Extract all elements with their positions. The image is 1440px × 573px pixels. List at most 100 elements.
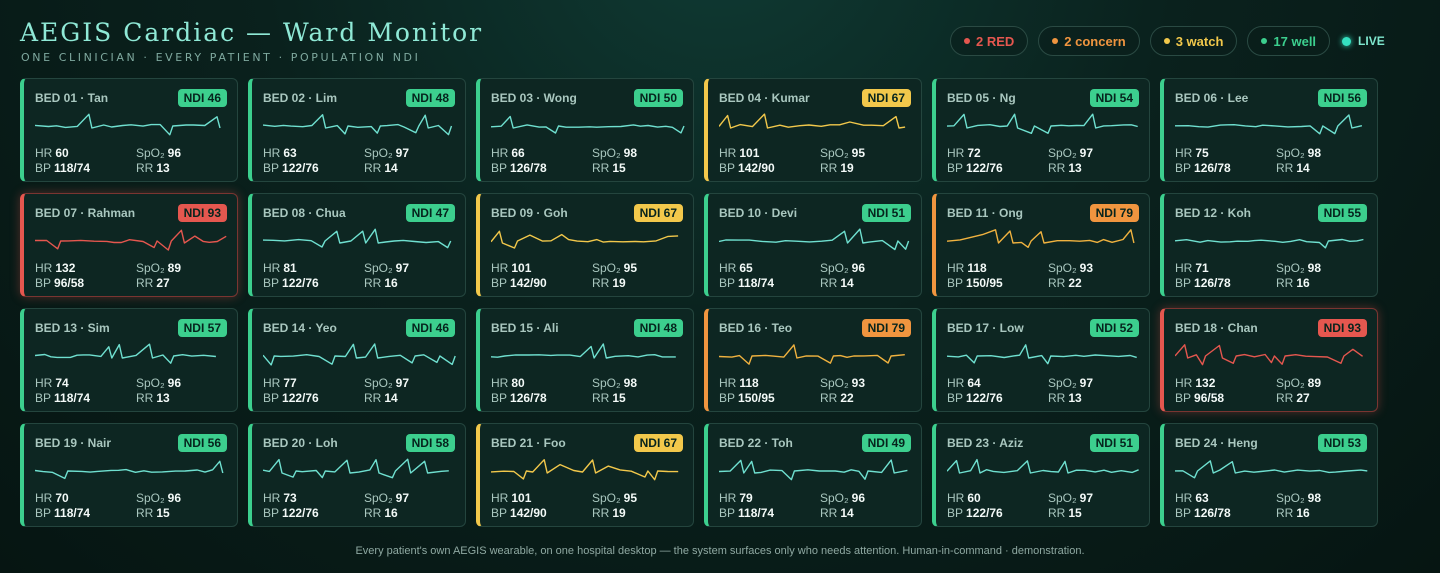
bed-card[interactable]: BED 17 · Low NDI 52 HR 64 SpO₂ 97 BP 122/76… bbox=[932, 308, 1150, 412]
rr-value: 14 bbox=[840, 276, 854, 290]
ndi-badge: NDI 49 bbox=[861, 434, 911, 452]
rr-value: 27 bbox=[1296, 391, 1310, 405]
ecg-trace bbox=[35, 113, 221, 136]
ndi-badge: NDI 54 bbox=[1089, 89, 1139, 107]
bed-card-header: BED 09 · Goh NDI 67 bbox=[491, 204, 683, 222]
hr-vital: HR 118 bbox=[947, 261, 987, 275]
bed-card[interactable]: BED 03 · Wong NDI 50 HR 66 SpO₂ 98 BP 126/7… bbox=[476, 78, 694, 182]
bed-card[interactable]: BED 14 · Yeo NDI 46 HR 77 SpO₂ 97 BP 122/76… bbox=[248, 308, 466, 412]
hr-vital: HR 64 bbox=[947, 376, 981, 390]
bp-vital: BP 118/74 bbox=[35, 391, 91, 405]
bed-card-header: BED 11 · Ong NDI 79 bbox=[947, 204, 1139, 222]
bed-card[interactable]: BED 04 · Kumar NDI 67 HR 101 SpO₂ 95 BP 142… bbox=[704, 78, 922, 182]
ecg-waveform bbox=[263, 343, 456, 366]
spo2-value: 97 bbox=[395, 491, 410, 505]
ecg-waveform bbox=[263, 114, 453, 136]
bp-value: 118/74 bbox=[738, 506, 775, 520]
bed-card[interactable]: BED 08 · Chua NDI 47 HR 81 SpO₂ 97 BP 122/7… bbox=[248, 193, 466, 297]
rr-value: 13 bbox=[156, 391, 170, 405]
bed-card-header: BED 08 · Chua NDI 47 bbox=[263, 204, 455, 222]
bed-card[interactable]: BED 24 · Heng NDI 53 HR 63 SpO₂ 98 BP 126/7… bbox=[1160, 423, 1378, 527]
vitals-block: HR 63 SpO₂ 97 BP 122/76 RR 14 bbox=[263, 146, 455, 175]
bed-card[interactable]: BED 19 · Nair NDI 56 HR 70 SpO₂ 96 BP 118/7… bbox=[20, 423, 238, 527]
bed-label: BED 24 · Heng bbox=[1175, 436, 1258, 450]
vitals-block: HR 79 SpO₂ 96 BP 118/74 RR 14 bbox=[719, 491, 911, 520]
bed-card[interactable]: BED 23 · Aziz NDI 51 HR 60 SpO₂ 97 BP 122/7… bbox=[932, 423, 1150, 527]
vitals-block: HR 80 SpO₂ 98 BP 126/78 RR 15 bbox=[491, 376, 683, 405]
bp-value: 150/95 bbox=[966, 276, 1003, 290]
hr-value: 118 bbox=[739, 376, 759, 390]
hr-value: 60 bbox=[967, 491, 981, 505]
bed-card[interactable]: BED 20 · Loh NDI 58 HR 73 SpO₂ 97 BP 122/76… bbox=[248, 423, 466, 527]
spo2-vital: SpO₂ 96 bbox=[136, 491, 182, 505]
bed-card[interactable]: BED 05 · Ng NDI 54 HR 72 SpO₂ 97 BP 122/76 … bbox=[932, 78, 1150, 182]
bed-card[interactable]: BED 07 · Rahman NDI 93 HR 132 SpO₂ 89 BP 96… bbox=[20, 193, 238, 297]
bed-card[interactable]: BED 09 · Goh NDI 67 HR 101 SpO₂ 95 BP 142/9… bbox=[476, 193, 694, 297]
bed-card[interactable]: BED 02 · Lim NDI 48 HR 63 SpO₂ 97 BP 122/76… bbox=[248, 78, 466, 182]
bed-card-header: BED 05 · Ng NDI 54 bbox=[947, 89, 1139, 107]
bp-vital: BP 118/74 bbox=[719, 276, 775, 290]
rr-vital: RR 19 bbox=[820, 161, 854, 175]
bp-vital: BP 96/58 bbox=[35, 276, 85, 290]
bed-card[interactable]: BED 11 · Ong NDI 79 HR 118 SpO₂ 93 BP 150/9… bbox=[932, 193, 1150, 297]
bed-card-header: BED 10 · Devi NDI 51 bbox=[719, 204, 911, 222]
summary-concern-badge[interactable]: 2 concern bbox=[1038, 26, 1140, 56]
rr-value: 15 bbox=[1068, 506, 1082, 520]
spo2-value: 98 bbox=[623, 146, 638, 160]
bed-card[interactable]: BED 01 · Tan NDI 46 HR 60 SpO₂ 96 BP 118/74… bbox=[20, 78, 238, 182]
bed-label: BED 02 · Lim bbox=[263, 91, 338, 105]
spo2-value: 98 bbox=[623, 376, 638, 390]
ecg-trace bbox=[1175, 344, 1364, 366]
concern-dot-icon bbox=[1052, 38, 1059, 44]
spo2-vital: SpO₂ 97 bbox=[1048, 376, 1094, 390]
bed-card[interactable]: BED 10 · Devi NDI 51 HR 65 SpO₂ 96 BP 118/7… bbox=[704, 193, 922, 297]
hr-value: 73 bbox=[283, 491, 297, 505]
spo2-vital: SpO₂ 96 bbox=[820, 261, 866, 275]
bed-card[interactable]: BED 06 · Lee NDI 56 HR 75 SpO₂ 98 BP 126/78… bbox=[1160, 78, 1378, 182]
hr-value: 81 bbox=[283, 261, 297, 275]
page-subtitle: ONE CLINICIAN · EVERY PATIENT · POPULATI… bbox=[21, 51, 421, 64]
live-dot-icon bbox=[1342, 36, 1352, 46]
ecg-waveform bbox=[719, 113, 906, 129]
bp-value: 122/76 bbox=[966, 161, 1003, 175]
bp-value: 126/78 bbox=[510, 161, 547, 175]
bed-card[interactable]: BED 12 · Koh NDI 55 HR 71 SpO₂ 98 BP 126/78… bbox=[1160, 193, 1378, 297]
bed-card-header: BED 06 · Lee NDI 56 bbox=[1175, 89, 1367, 107]
bed-card[interactable]: BED 15 · Ali NDI 48 HR 80 SpO₂ 98 BP 126/78… bbox=[476, 308, 694, 412]
ecg-waveform bbox=[263, 228, 452, 249]
bed-card[interactable]: BED 22 · Toh NDI 49 HR 79 SpO₂ 96 BP 118/74… bbox=[704, 423, 922, 527]
hr-vital: HR 80 bbox=[491, 376, 525, 390]
spo2-vital: SpO₂ 93 bbox=[820, 376, 866, 390]
rr-vital: RR 16 bbox=[1276, 276, 1310, 290]
summary-red-badge[interactable]: 2 RED bbox=[950, 26, 1029, 56]
rr-value: 13 bbox=[1068, 161, 1082, 175]
rr-value: 16 bbox=[1296, 506, 1310, 520]
bed-card-header: BED 22 · Toh NDI 49 bbox=[719, 434, 911, 452]
bed-label: BED 11 · Ong bbox=[947, 206, 1024, 220]
bed-card[interactable]: BED 13 · Sim NDI 57 HR 74 SpO₂ 96 BP 118/74… bbox=[20, 308, 238, 412]
vitals-block: HR 60 SpO₂ 97 BP 122/76 RR 15 bbox=[947, 491, 1139, 520]
bp-value: 150/95 bbox=[738, 391, 775, 405]
summary-watch-badge[interactable]: 3 watch bbox=[1149, 26, 1238, 56]
hr-vital: HR 118 bbox=[719, 376, 759, 390]
ecg-trace bbox=[491, 459, 679, 481]
rr-value: 13 bbox=[156, 161, 170, 175]
bed-card[interactable]: BED 16 · Teo NDI 79 HR 118 SpO₂ 93 BP 150/9… bbox=[704, 308, 922, 412]
ecg-waveform bbox=[947, 458, 1139, 474]
bp-value: 122/76 bbox=[282, 391, 319, 405]
spo2-value: 98 bbox=[1307, 261, 1322, 275]
spo2-value: 97 bbox=[395, 261, 410, 275]
rr-vital: RR 27 bbox=[136, 276, 170, 290]
hr-value: 79 bbox=[739, 491, 753, 505]
ecg-waveform bbox=[491, 115, 685, 134]
hr-value: 77 bbox=[283, 376, 297, 390]
spo2-vital: SpO₂ 89 bbox=[136, 261, 182, 275]
hr-vital: HR 65 bbox=[719, 261, 753, 275]
bed-label: BED 05 · Ng bbox=[947, 91, 1016, 105]
bed-card[interactable]: BED 21 · Foo NDI 67 HR 101 SpO₂ 95 BP 142/9… bbox=[476, 423, 694, 527]
summary-well-badge[interactable]: 17 well bbox=[1247, 26, 1331, 56]
hr-value: 101 bbox=[511, 261, 532, 275]
bed-card[interactable]: BED 18 · Chan NDI 93 HR 132 SpO₂ 89 BP 96/5… bbox=[1160, 308, 1378, 412]
bp-value: 126/78 bbox=[1194, 276, 1231, 290]
spo2-value: 97 bbox=[395, 146, 410, 160]
